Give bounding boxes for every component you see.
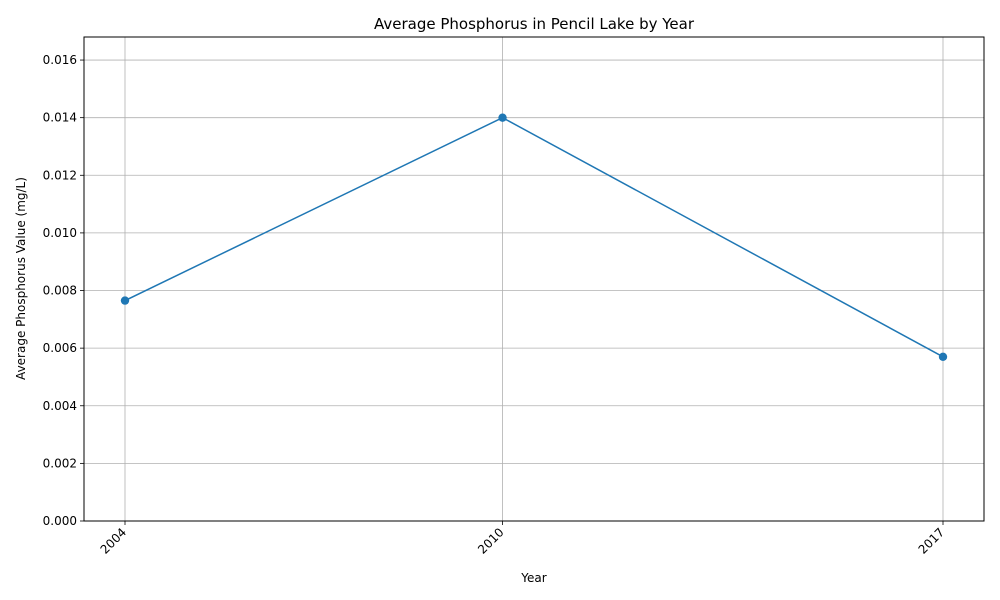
y-tick-label: 0.002 (43, 456, 77, 470)
chart-title: Average Phosphorus in Pencil Lake by Yea… (374, 15, 695, 33)
data-point (120, 296, 130, 305)
y-axis-label: Average Phosphorus Value (mg/L) (14, 177, 28, 380)
y-tick-label: 0.010 (43, 226, 77, 240)
y-tick-label: 0.004 (43, 399, 77, 413)
y-tick-label: 0.012 (43, 168, 77, 182)
series-layer (120, 113, 948, 361)
plot-frame (83, 36, 985, 522)
y-tick-label: 0.008 (43, 284, 77, 298)
x-axis-label: Year (520, 571, 546, 585)
y-tick-label: 0.000 (43, 514, 77, 528)
y-tick-label: 0.014 (43, 111, 77, 125)
y-tick-label: 0.006 (43, 341, 77, 355)
data-point (498, 113, 507, 122)
y-tick-label: 0.016 (43, 53, 77, 67)
data-point (938, 352, 948, 361)
